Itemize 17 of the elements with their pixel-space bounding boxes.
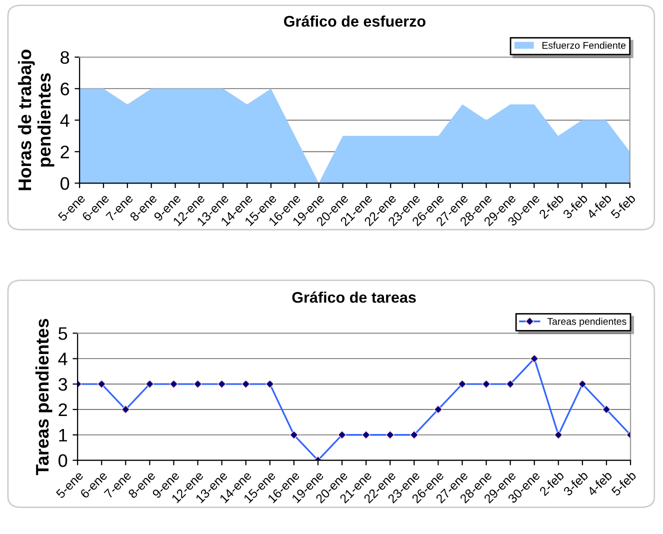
y-tick-label: 1 <box>59 429 67 442</box>
y-tick-label: 8 <box>60 51 70 64</box>
y-tick-label: 4 <box>58 352 68 366</box>
y-tick-label: 0 <box>58 454 68 468</box>
y-axis-title: Horas de trabajo pendientes <box>18 50 54 190</box>
chart-title: Gráfico de esfuerzo <box>284 15 426 27</box>
y-tick-label: 2 <box>58 403 67 416</box>
y-tick-label: 5 <box>58 327 68 340</box>
y-tick-label: 2 <box>60 146 69 158</box>
y-tick-label: 3 <box>58 378 68 391</box>
legend-label: Tareas pendientes <box>547 318 626 327</box>
y-tick-label: 4 <box>60 114 70 127</box>
y-tick-label: 6 <box>60 82 70 96</box>
y-axis-title: Tareas pendientes <box>35 318 52 476</box>
chart-title: Gráfico de tareas <box>292 291 416 303</box>
legend-label: Esfuerzo Fendiente <box>542 42 626 49</box>
y-tick-label: 0 <box>60 177 70 190</box>
